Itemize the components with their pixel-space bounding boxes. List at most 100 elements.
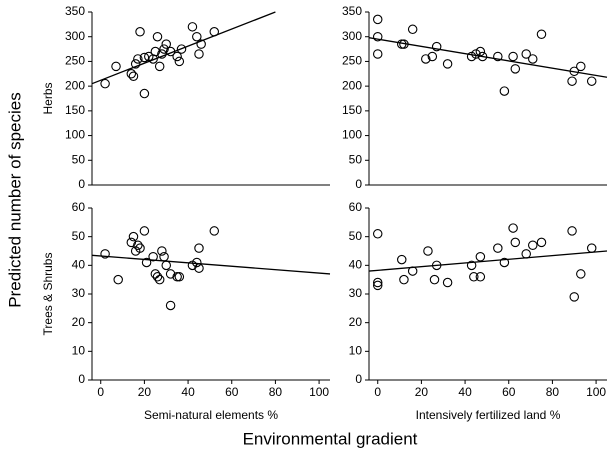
point xyxy=(521,49,531,59)
point xyxy=(475,272,486,282)
point xyxy=(423,246,433,256)
point xyxy=(128,231,139,242)
point xyxy=(569,292,579,302)
point xyxy=(469,272,479,282)
y-tick-label: 150 xyxy=(342,103,362,117)
x-tick-label: 20 xyxy=(415,385,429,399)
y-tick-label: 50 xyxy=(349,152,363,166)
point xyxy=(159,251,169,262)
point xyxy=(209,226,220,236)
point xyxy=(372,229,383,239)
y-tick-label: 300 xyxy=(65,29,85,43)
point xyxy=(576,61,586,72)
x-tick-label: 40 xyxy=(181,385,195,399)
y-tick-label: 50 xyxy=(72,152,86,166)
y-tick-label: 40 xyxy=(349,258,363,272)
x-tick-label: 0 xyxy=(97,385,104,399)
point xyxy=(157,49,167,59)
point xyxy=(429,274,440,285)
x-tick-label: 0 xyxy=(374,385,381,399)
y-tick-label: 50 xyxy=(72,229,86,243)
point xyxy=(192,257,202,268)
point xyxy=(372,14,383,25)
y-tick-label: 200 xyxy=(65,78,85,92)
x-tick-label: 100 xyxy=(586,385,606,399)
point xyxy=(528,54,538,64)
point xyxy=(135,27,145,37)
trend-line xyxy=(91,254,331,275)
x-tick-label: 100 xyxy=(309,385,329,399)
point xyxy=(372,277,383,288)
point xyxy=(126,69,137,79)
y-tick-label: 350 xyxy=(342,4,362,18)
point xyxy=(567,76,577,86)
point xyxy=(586,76,597,86)
point xyxy=(442,59,453,69)
point xyxy=(159,44,169,54)
point xyxy=(528,240,538,251)
y-tick-label: 60 xyxy=(349,200,363,214)
y-tick-label: 300 xyxy=(342,29,362,43)
point xyxy=(148,251,158,262)
y-tick-label: 10 xyxy=(349,344,363,358)
point xyxy=(150,269,161,279)
point xyxy=(196,39,206,49)
y-tick-label: 200 xyxy=(342,78,362,92)
x-tick-label: 20 xyxy=(138,385,152,399)
point xyxy=(475,46,486,57)
point xyxy=(493,243,503,253)
point xyxy=(165,269,176,279)
point xyxy=(174,272,185,282)
y-tick-label: 100 xyxy=(65,128,85,142)
point xyxy=(174,56,185,67)
y-tick-label: 50 xyxy=(349,229,363,243)
x-tick-label: 60 xyxy=(225,385,239,399)
point xyxy=(477,51,488,62)
x-tick-label: 80 xyxy=(546,385,560,399)
point xyxy=(399,274,409,285)
point xyxy=(194,263,204,273)
point xyxy=(139,52,150,63)
point xyxy=(176,44,187,54)
point xyxy=(165,46,176,57)
point xyxy=(126,237,137,248)
y-tick-label: 60 xyxy=(72,200,86,214)
point xyxy=(187,22,198,32)
point xyxy=(499,86,510,96)
point xyxy=(397,254,407,265)
panel-xlabel: Intensively fertilized land % xyxy=(416,408,561,422)
y-tick-label: 0 xyxy=(355,372,362,386)
point xyxy=(113,274,123,285)
point xyxy=(139,226,150,236)
point xyxy=(152,272,163,282)
x-tick-label: 80 xyxy=(269,385,283,399)
point xyxy=(421,54,431,64)
y-tick-label: 350 xyxy=(65,4,85,18)
y-tick-label: 0 xyxy=(78,177,85,191)
point xyxy=(508,51,518,62)
point xyxy=(493,51,503,62)
trend-line xyxy=(368,37,608,78)
point xyxy=(576,269,586,279)
point xyxy=(536,29,547,39)
figure-ylabel: Predicted number of species xyxy=(5,92,24,307)
point xyxy=(475,251,486,262)
point xyxy=(192,31,202,42)
point xyxy=(499,257,510,268)
point xyxy=(372,31,383,42)
point xyxy=(139,88,150,99)
panel-ylabel: Trees & Shrubs xyxy=(41,253,55,336)
trend-line xyxy=(91,11,276,85)
point xyxy=(161,39,171,49)
y-tick-label: 20 xyxy=(349,315,363,329)
y-tick-label: 100 xyxy=(342,128,362,142)
y-tick-label: 250 xyxy=(65,54,85,68)
y-tick-label: 0 xyxy=(78,372,85,386)
point xyxy=(567,226,577,236)
point xyxy=(431,41,442,52)
point xyxy=(399,39,409,49)
point xyxy=(407,266,418,276)
x-tick-label: 60 xyxy=(502,385,516,399)
point xyxy=(135,243,145,253)
y-tick-label: 10 xyxy=(72,344,86,358)
